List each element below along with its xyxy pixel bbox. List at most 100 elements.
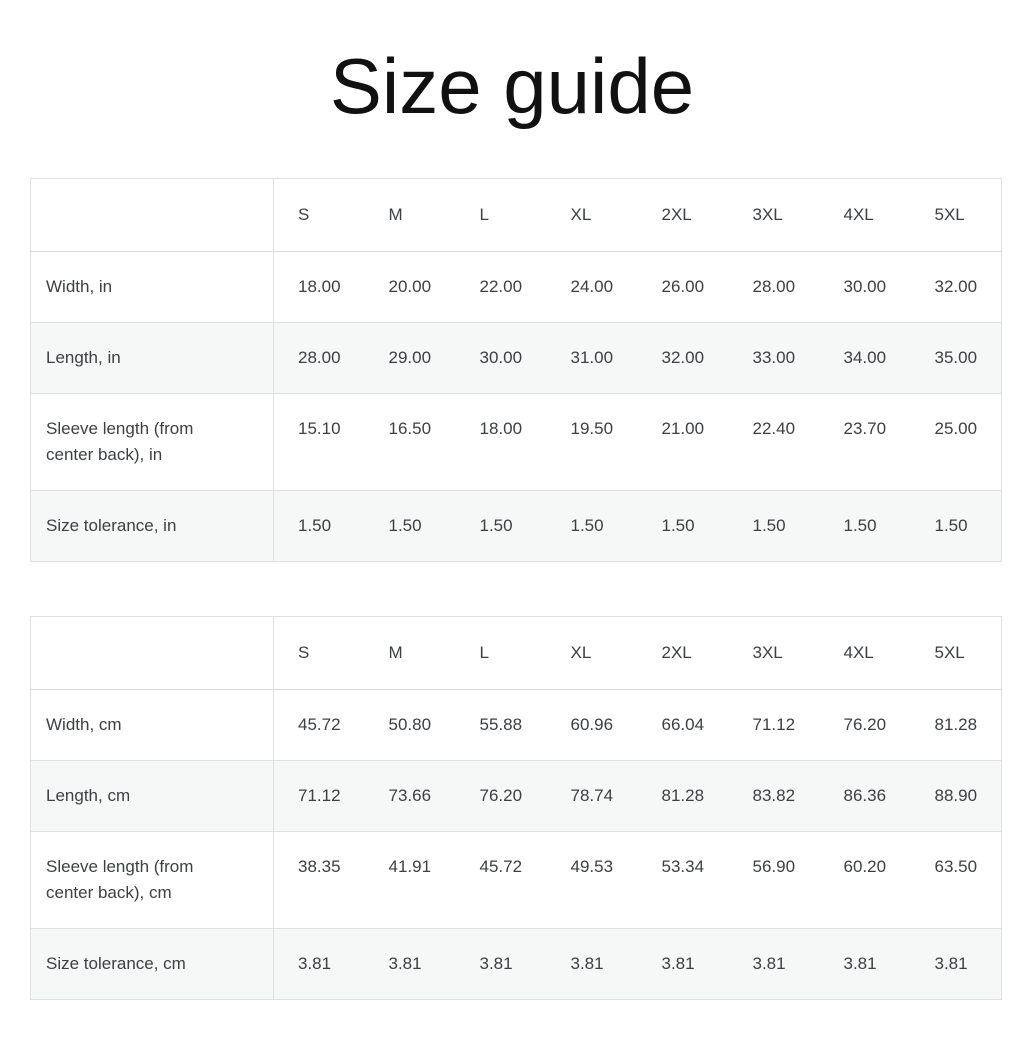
table-row: Sleeve length (from center back), in 15.1… — [30, 393, 1002, 491]
size-column-header: XL — [570, 205, 592, 225]
row-label: Length, in — [30, 322, 274, 394]
cell-value: 24.00 — [570, 277, 614, 297]
cell-value: 31.00 — [570, 348, 614, 368]
size-column-header: L — [479, 643, 489, 663]
cell-value: 32.00 — [661, 348, 705, 368]
size-column-header: S — [298, 643, 310, 663]
cell-value: 26.00 — [661, 277, 705, 297]
cell-value: 19.50 — [570, 419, 614, 439]
cell-value: 18.00 — [479, 419, 523, 439]
cell-value: 86.36 — [843, 786, 887, 806]
cell-value: 3.81 — [843, 954, 877, 974]
size-column-header: S — [298, 205, 310, 225]
size-column-header: 3XL — [752, 643, 783, 663]
cell-value: 78.74 — [570, 786, 614, 806]
cell-value: 1.50 — [388, 516, 422, 536]
cell-value: 71.12 — [752, 715, 796, 735]
cell-value: 34.00 — [843, 348, 887, 368]
cell-value: 1.50 — [843, 516, 877, 536]
row-label-text: Length, in — [46, 348, 121, 368]
cell-value: 25.00 — [934, 419, 978, 439]
table-row: Length, cm 71.12 73.66 76.20 78.74 81.28 83.82… — [30, 760, 1002, 832]
cell-value: 1.50 — [570, 516, 604, 536]
row-label-text: Sleeve length (from center back), cm — [46, 857, 194, 903]
cell-value: 56.90 — [752, 857, 796, 877]
size-column-header: L — [479, 205, 489, 225]
corner-cell — [30, 178, 274, 252]
row-label: Sleeve length (from center back), in — [30, 393, 274, 491]
cell-value: 29.00 — [388, 348, 432, 368]
size-column-header: 5XL — [934, 205, 965, 225]
cell-value: 81.28 — [661, 786, 705, 806]
row-label-text: Length, cm — [46, 786, 131, 806]
table-row: Sleeve length (from center back), cm 38.3… — [30, 831, 1002, 929]
cell-value: 3.81 — [570, 954, 604, 974]
cell-value: 30.00 — [843, 277, 887, 297]
cell-value: 76.20 — [479, 786, 523, 806]
size-table-centimeters: S M L XL 2XL 3XL 4XL 5XL Width, cm 45.72 50.80 55.8… — [30, 616, 1002, 1001]
cell-value: 1.50 — [661, 516, 695, 536]
cell-value: 22.40 — [752, 419, 796, 439]
cell-value: 55.88 — [479, 715, 523, 735]
cell-value: 3.81 — [388, 954, 422, 974]
cell-value: 32.00 — [934, 277, 978, 297]
cell-value: 28.00 — [298, 348, 341, 368]
table-row: Size tolerance, in 1.50 1.50 1.50 1.50 1.50 1.… — [30, 490, 1002, 562]
cell-value: 16.50 — [388, 419, 432, 439]
size-column-header: 2XL — [661, 643, 692, 663]
table-row: Width, in 18.00 20.00 22.00 24.00 26.00 28.00 3… — [30, 251, 1002, 323]
cell-value: 28.00 — [752, 277, 796, 297]
cell-value: 71.12 — [298, 786, 341, 806]
cell-value: 60.96 — [570, 715, 614, 735]
size-column-header: M — [388, 205, 403, 225]
cell-value: 3.81 — [752, 954, 786, 974]
cell-value: 41.91 — [388, 857, 432, 877]
cell-value: 49.53 — [570, 857, 614, 877]
cell-value: 88.90 — [934, 786, 978, 806]
cell-value: 30.00 — [479, 348, 523, 368]
cell-value: 15.10 — [298, 419, 341, 439]
cell-value: 3.81 — [934, 954, 968, 974]
table-header-row: S M L XL 2XL 3XL 4XL 5XL — [30, 178, 1002, 252]
row-label-text: Size tolerance, cm — [46, 954, 186, 974]
size-column-header: XL — [570, 643, 592, 663]
size-column-header: 5XL — [934, 643, 965, 663]
cell-value: 3.81 — [298, 954, 332, 974]
row-label-text: Width, in — [46, 277, 113, 297]
size-column-header: 3XL — [752, 205, 783, 225]
cell-value: 3.81 — [479, 954, 513, 974]
cell-value: 1.50 — [298, 516, 332, 536]
row-label-text: Size tolerance, in — [46, 516, 177, 536]
cell-value: 81.28 — [934, 715, 978, 735]
cell-value: 76.20 — [843, 715, 887, 735]
cell-value: 23.70 — [843, 419, 887, 439]
row-label: Length, cm — [30, 760, 274, 832]
cell-value: 21.00 — [661, 419, 705, 439]
size-column-header: 4XL — [843, 205, 874, 225]
corner-cell — [30, 616, 274, 690]
cell-value: 45.72 — [479, 857, 523, 877]
row-label: Width, cm — [30, 689, 274, 761]
table-row: Size tolerance, cm 3.81 3.81 3.81 3.81 3.81 3.… — [30, 928, 1002, 1000]
cell-value: 53.34 — [661, 857, 705, 877]
row-label-text: Sleeve length (from center back), in — [46, 419, 194, 465]
cell-value: 73.66 — [388, 786, 432, 806]
cell-value: 1.50 — [479, 516, 513, 536]
page-title: Size guide — [329, 42, 695, 130]
row-label: Size tolerance, in — [30, 490, 274, 562]
row-label: Sleeve length (from center back), cm — [30, 831, 274, 929]
size-tables-container: S M L XL 2XL 3XL 4XL 5XL Width, in 18.00 20.00 22.0… — [30, 178, 1002, 1001]
table-row: Width, cm 45.72 50.80 55.88 60.96 66.04 71.12 7… — [30, 689, 1002, 761]
table-header-row: S M L XL 2XL 3XL 4XL 5XL — [30, 616, 1002, 690]
size-table-inches: S M L XL 2XL 3XL 4XL 5XL Width, in 18.00 20.00 22.0… — [30, 178, 1002, 563]
cell-value: 22.00 — [479, 277, 523, 297]
cell-value: 83.82 — [752, 786, 796, 806]
size-column-header: 2XL — [661, 205, 692, 225]
table-row: Length, in 28.00 29.00 30.00 31.00 32.00 33.00… — [30, 322, 1002, 394]
cell-value: 18.00 — [298, 277, 341, 297]
row-label: Width, in — [30, 251, 274, 323]
cell-value: 60.20 — [843, 857, 887, 877]
cell-value: 1.50 — [752, 516, 786, 536]
cell-value: 45.72 — [298, 715, 341, 735]
cell-value: 1.50 — [934, 516, 968, 536]
